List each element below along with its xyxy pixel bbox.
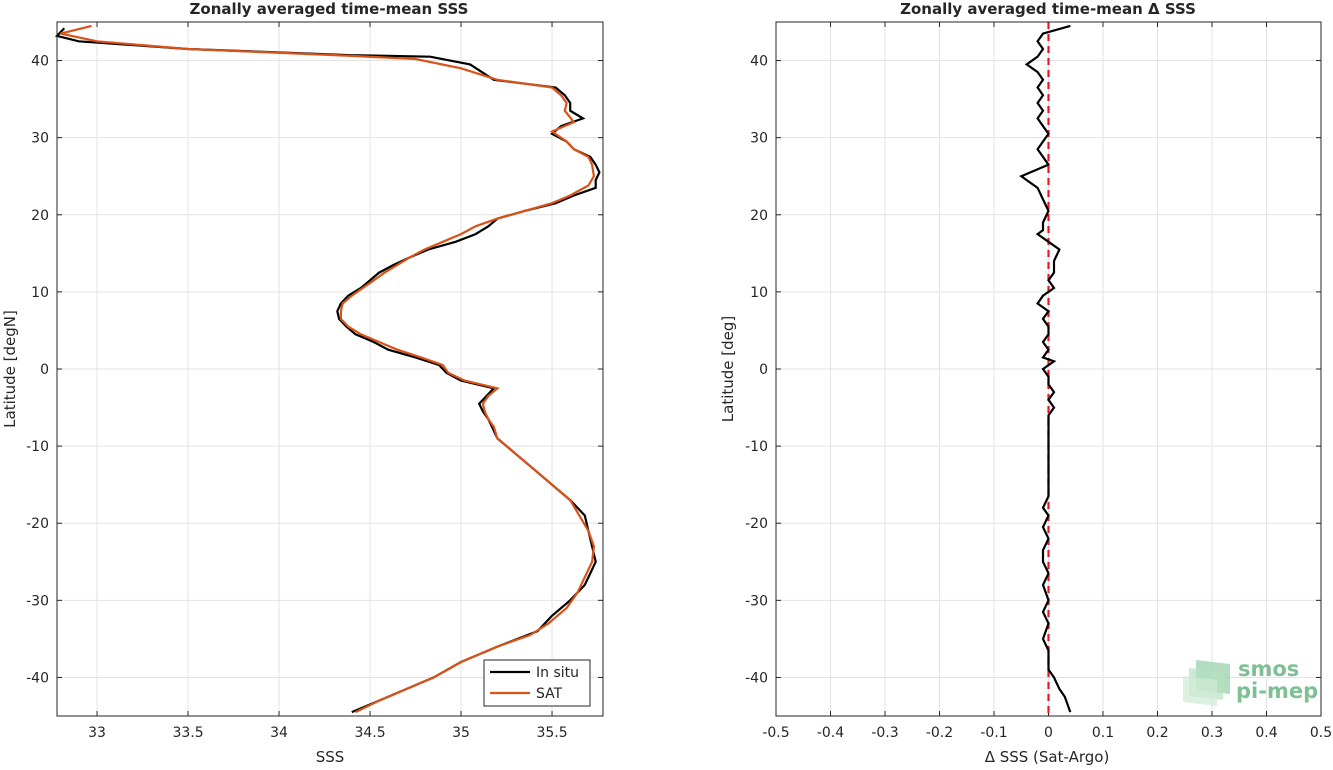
y-tick-label: 20 — [31, 208, 49, 224]
y-tick-label: -40 — [26, 670, 49, 686]
y-tick-label: 40 — [750, 54, 768, 70]
y-tick-label: 0 — [40, 362, 49, 378]
y-tick-label: -30 — [26, 593, 49, 609]
right-plot-frame — [775, 21, 1322, 717]
right-y-axis-label: Latitude [deg] — [719, 316, 737, 422]
x-tick-label: 0.1 — [1092, 725, 1114, 741]
logo-line2: pi-mep — [1236, 679, 1318, 703]
y-tick-label: 0 — [759, 362, 768, 378]
x-tick-label: -0.3 — [871, 725, 898, 741]
smos-pi-mep-logo: smos pi-mep — [1183, 657, 1318, 706]
y-tick-label: -30 — [745, 593, 768, 609]
x-tick-label: -0.5 — [762, 725, 789, 741]
delta-sss-series-line — [1019, 24, 1072, 713]
x-tick-label: 34 — [270, 725, 288, 741]
x-tick-label: -0.2 — [926, 725, 953, 741]
right-x-ticks: -0.5 -0.4 -0.3 -0.2 -0.1 0 0.1 0.2 0.3 0.4 0.5 — [762, 22, 1332, 741]
legend: In situ SAT — [483, 659, 591, 707]
left-y-ticks: 40 30 20 10 0 -10 -20 -30 -40 — [26, 54, 603, 686]
x-tick-label: 0.2 — [1146, 725, 1168, 741]
y-tick-label: 20 — [750, 208, 768, 224]
sat-series-line — [60, 24, 596, 714]
y-tick-label: 30 — [750, 131, 768, 147]
left-x-axis-label: SSS — [316, 748, 345, 766]
x-tick-label: 33.5 — [172, 725, 203, 741]
y-tick-label: 30 — [31, 131, 49, 147]
y-tick-label: 10 — [31, 285, 49, 301]
y-tick-label: 40 — [31, 54, 49, 70]
legend-box — [483, 659, 591, 707]
legend-in-situ-label: In situ — [536, 665, 579, 681]
x-tick-label: 0.5 — [1310, 725, 1332, 741]
logo-layers-icon — [1183, 660, 1230, 706]
x-tick-label: 35 — [452, 725, 470, 741]
legend-sat-label: SAT — [536, 686, 563, 702]
right-y-ticks: 40 30 20 10 0 -10 -20 -30 -40 — [745, 54, 1321, 686]
x-tick-label: -0.4 — [817, 725, 844, 741]
left-y-axis-label: Latitude [degN] — [1, 310, 19, 428]
right-chart: Zonally averaged time-mean Δ SSS -0.5 -0.… — [719, 0, 1332, 766]
left-plot-frame — [56, 21, 604, 717]
logo-line1: smos — [1238, 657, 1299, 681]
x-tick-label: -0.1 — [980, 725, 1007, 741]
left-x-ticks: 33 33.5 34 34.5 35 35.5 — [88, 22, 568, 741]
x-tick-label: 0.4 — [1255, 725, 1277, 741]
right-chart-title: Zonally averaged time-mean Δ SSS — [900, 0, 1196, 18]
x-tick-label: 35.5 — [536, 725, 567, 741]
y-tick-label: -20 — [745, 516, 768, 532]
y-tick-label: -10 — [26, 439, 49, 455]
x-tick-label: 0 — [1044, 725, 1053, 741]
left-chart-title: Zonally averaged time-mean SSS — [190, 0, 469, 18]
y-tick-label: -10 — [745, 439, 768, 455]
y-tick-label: -20 — [26, 516, 49, 532]
x-tick-label: 0.3 — [1201, 725, 1223, 741]
in-situ-series-line — [54, 27, 601, 714]
y-tick-label: 10 — [750, 285, 768, 301]
x-tick-label: 34.5 — [354, 725, 385, 741]
left-grid — [57, 22, 603, 716]
y-tick-label: -40 — [745, 670, 768, 686]
right-x-axis-label: Δ SSS (Sat-Argo) — [985, 748, 1110, 766]
left-chart: Zonally averaged time-mean SSS 33 33.5 34 3… — [1, 0, 604, 766]
x-tick-label: 33 — [88, 725, 106, 741]
